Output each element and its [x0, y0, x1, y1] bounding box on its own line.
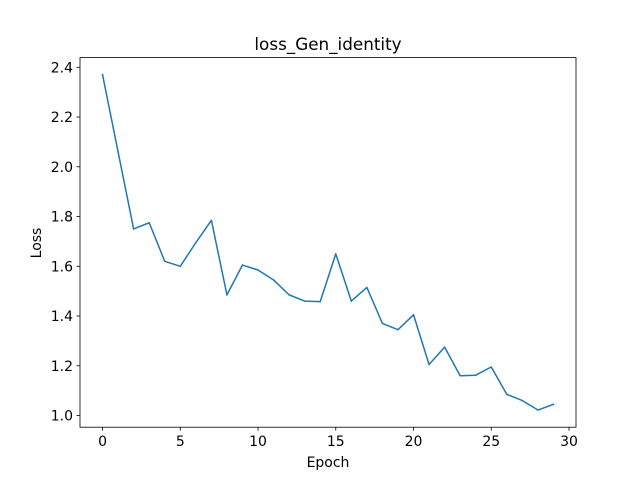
data-point	[552, 403, 555, 406]
data-point	[163, 260, 166, 263]
data-point	[117, 151, 119, 153]
y-axis-ticks: 1.0 1.2 1.4 1.6 1.8 2.0 2.2 2.4	[51, 60, 80, 425]
data-point	[195, 241, 197, 244]
data-point	[319, 300, 321, 303]
data-point	[521, 399, 524, 402]
x-tick-label: 20	[405, 434, 423, 450]
data-point	[428, 363, 430, 366]
y-tick-label: 1.8	[51, 210, 73, 226]
data-point	[459, 374, 461, 377]
y-tick-label: 1.6	[51, 259, 73, 275]
x-axis-label: Epoch	[307, 455, 350, 471]
data-point	[474, 374, 477, 376]
data-point	[179, 265, 182, 268]
data-point	[366, 286, 368, 289]
data-point	[148, 222, 150, 224]
data-point	[101, 74, 104, 76]
data-point	[537, 409, 539, 411]
x-axis-ticks: 0 5 10 15 20 25 30	[98, 427, 578, 450]
data-point	[210, 219, 213, 222]
x-tick-label: 5	[176, 434, 185, 450]
data-point	[381, 322, 384, 325]
data-point	[303, 300, 306, 302]
data-point	[490, 366, 493, 368]
y-tick-label: 1.0	[51, 409, 73, 425]
x-tick-label: 0	[98, 434, 107, 450]
data-point	[241, 264, 244, 266]
series-line	[101, 73, 555, 411]
data-point	[335, 253, 337, 255]
data-point	[443, 346, 446, 348]
data-point	[412, 314, 415, 316]
chart-title: loss_Gen_identity	[254, 34, 401, 55]
data-point	[132, 228, 135, 230]
y-tick-label: 1.2	[51, 359, 73, 375]
x-tick-label: 15	[327, 434, 345, 450]
data-point	[257, 269, 259, 271]
y-tick-label: 2.2	[51, 110, 73, 126]
y-axis-label: Loss	[29, 228, 45, 259]
y-tick-label: 2.4	[51, 60, 73, 76]
x-tick-label: 10	[249, 434, 267, 450]
x-tick-label: 30	[560, 434, 578, 450]
data-point	[350, 300, 353, 302]
plot-frame	[79, 57, 577, 428]
series-layer	[101, 73, 555, 411]
x-tick-label: 25	[482, 434, 500, 450]
data-point	[288, 294, 290, 296]
data-point	[506, 393, 508, 396]
y-tick-label: 2.0	[51, 160, 73, 176]
y-tick-label: 1.4	[51, 309, 73, 325]
data-point	[397, 328, 399, 331]
data-point	[226, 294, 228, 296]
data-point	[272, 279, 275, 281]
